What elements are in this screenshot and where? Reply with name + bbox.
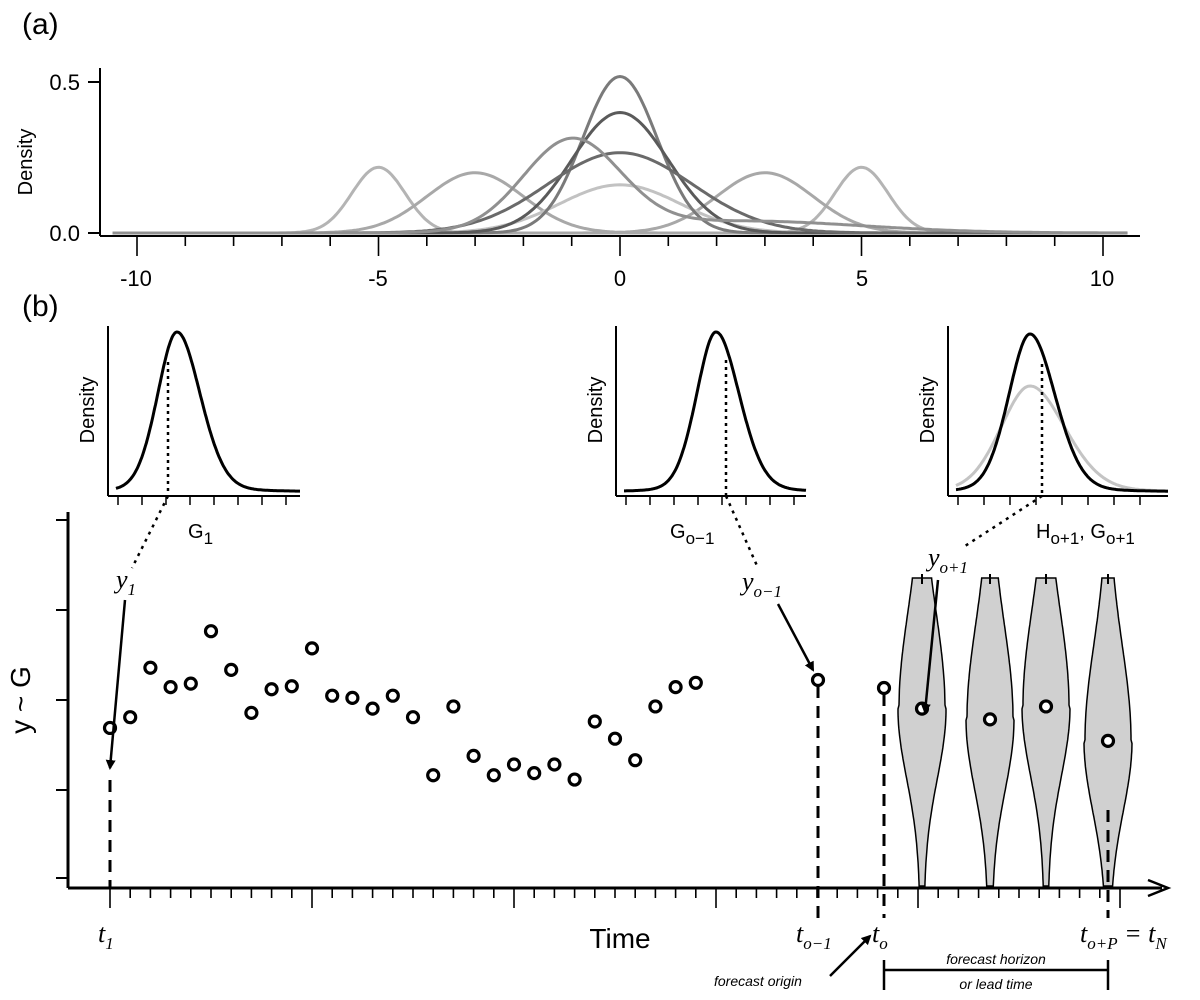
label-to: to [872, 919, 888, 953]
observed-point [143, 660, 158, 675]
panel-b-label: (b) [22, 290, 59, 323]
observed-point [506, 757, 522, 772]
panel-b-xlabel: Time [589, 923, 650, 954]
observed-point-yo-1 [810, 672, 826, 688]
panel-b-yticks [56, 519, 68, 879]
observed-point [426, 768, 441, 783]
inset-g1: Density G1 [77, 326, 300, 548]
forecast-violin-4 [1083, 577, 1133, 887]
inset-h-label: Ho+1, Go+1 [1036, 521, 1135, 548]
panel-a-curve-4 [112, 183, 1128, 235]
inset-go-1-ylabel: Density [585, 377, 607, 444]
time-markers [108, 686, 1110, 918]
panel-a-label: (a) [22, 8, 59, 41]
observed-point [688, 675, 703, 690]
observed-point [446, 699, 461, 714]
forecast-violin-1 [897, 577, 947, 887]
inset-go-1-label: Go−1 [670, 521, 714, 548]
panel-a-curve-2 [112, 171, 1128, 235]
forecast-origin-label: forecast origin [714, 973, 802, 989]
inset-h-ylabel: Density [917, 377, 939, 444]
label-y1: y1 [113, 565, 136, 599]
observed-point [325, 688, 340, 703]
panel-a-xtick-5: 5 [856, 266, 868, 291]
panel-a-xticks [136, 236, 1104, 256]
observed-point [648, 699, 663, 714]
forecast-violin-2 [965, 577, 1015, 887]
inset-g-curve [955, 332, 1168, 493]
forecast-median-4 [1100, 733, 1116, 748]
forecast-violin-3 [1021, 577, 1071, 887]
inset-g1-label: G1 [188, 521, 213, 548]
observed-point [628, 753, 643, 768]
observed-point [405, 710, 421, 725]
panel-b-ylabel: y ~ G [5, 666, 36, 734]
observed-points [102, 624, 892, 787]
observed-point [345, 690, 360, 705]
observed-point [668, 679, 683, 695]
panel-a-xtick-0: 0 [614, 266, 626, 291]
label-to-1: to−1 [796, 919, 832, 953]
panel-a-curve-7 [112, 151, 1128, 235]
observed-point [587, 714, 602, 729]
panel-a-xtick-10: 10 [1090, 266, 1114, 291]
panel-a-ytick-high: 0.5 [49, 70, 80, 95]
panel-a-curve-5 [112, 74, 1128, 235]
panel-a-curve-1 [112, 165, 1128, 235]
inset-ho1-go1: Density Ho+1, Go+1 [917, 326, 1168, 548]
panel-a-curve-0 [112, 165, 1128, 235]
forecast-violins [897, 574, 1133, 887]
observed-point [123, 710, 138, 725]
panel-a-curve-3 [112, 171, 1128, 235]
inset-g1-ylabel: Density [77, 377, 99, 444]
observed-point [365, 701, 380, 716]
forecast-median-2 [982, 712, 998, 727]
observed-point [466, 748, 481, 764]
observed-point [385, 688, 400, 703]
observed-point [486, 768, 501, 783]
inset-go-1: Density Go−1 [585, 326, 807, 548]
panel-a-curve-8 [112, 136, 1128, 235]
inset-connectors [130, 494, 1043, 569]
observed-point [224, 662, 239, 678]
forecast-points [914, 699, 1116, 748]
panel-a-xtick-m5: -5 [368, 266, 388, 291]
observed-point [244, 705, 259, 721]
inset-g1-curve [115, 330, 300, 493]
panel-b-xticks [109, 888, 1121, 908]
inset-h-curve [955, 384, 1168, 493]
observation-arrows [105, 579, 940, 977]
panel-a-density-curves [112, 74, 1128, 235]
label-to+p: to+P = tN [1080, 919, 1168, 953]
observed-point [567, 772, 582, 787]
inset-go-1-curve [624, 330, 807, 493]
label-yo+1: yo+1 [925, 543, 968, 577]
label-yo-1: yo−1 [739, 567, 782, 601]
panel-a-ytick-zero: 0.0 [49, 221, 80, 246]
forecast-horizon-bracket [882, 960, 1110, 990]
observed-point [264, 682, 279, 697]
observed-point [183, 676, 198, 691]
panel-a-ylabel: Density [15, 129, 37, 196]
observed-point [547, 757, 562, 772]
forecast-horizon-label-2: or lead time [959, 976, 1032, 992]
observed-point [163, 679, 178, 695]
forecast-horizon-label-1: forecast horizon [946, 951, 1046, 967]
observed-point [304, 641, 320, 656]
observed-point [203, 624, 219, 639]
label-t1: t1 [98, 919, 114, 953]
observed-point-yo [876, 680, 892, 696]
panel-a-xtick-m10: -10 [120, 266, 152, 291]
observed-point [284, 679, 299, 694]
forecast-median-3 [1038, 699, 1054, 714]
observed-point [527, 765, 542, 781]
observed-point [607, 731, 623, 746]
